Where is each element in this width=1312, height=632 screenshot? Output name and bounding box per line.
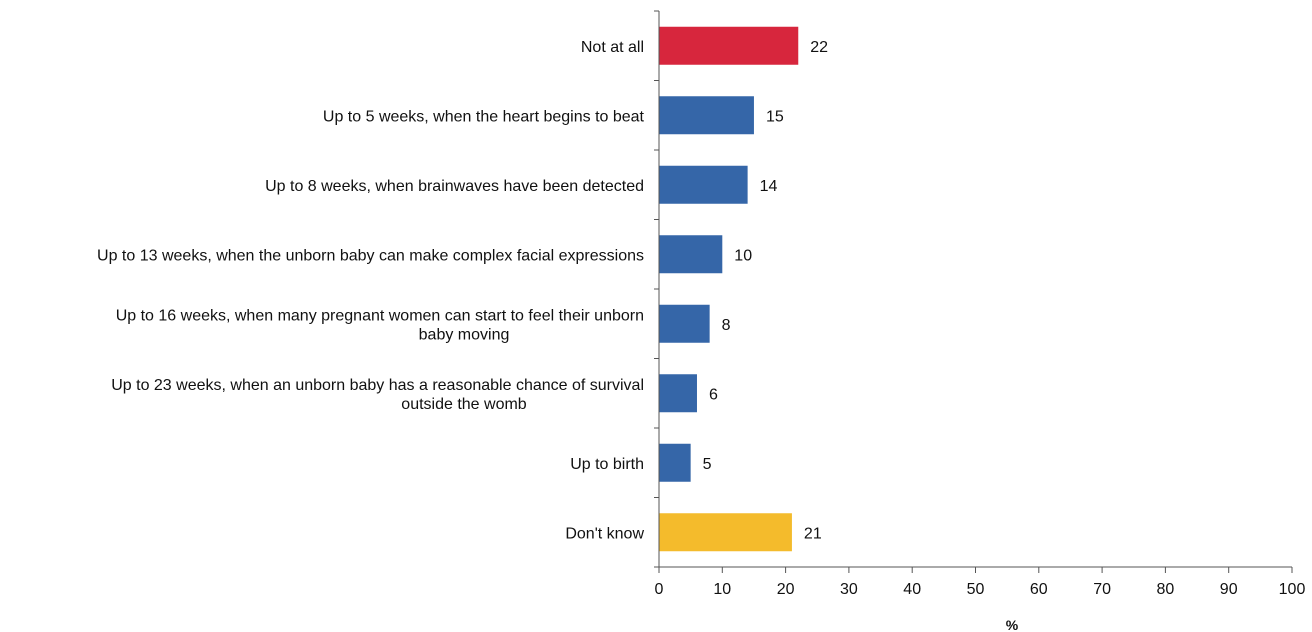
category-label-5: Up to 23 weeks, when an unborn baby has … (111, 377, 644, 413)
x-tick-label-10: 100 (1279, 581, 1306, 598)
bar-7 (659, 513, 792, 552)
x-tick-label-9: 90 (1220, 581, 1238, 598)
category-label-2: Up to 8 weeks, when brainwaves have been… (265, 178, 644, 195)
x-axis-title: % (1006, 617, 1019, 632)
data-label-3: 10 (734, 247, 752, 264)
category-label-0-line-0: Not at all (581, 39, 644, 56)
data-label-0: 22 (810, 39, 828, 56)
data-label-7: 21 (804, 525, 822, 542)
axes-layer (654, 10, 1293, 573)
x-tick-label-4: 40 (903, 581, 921, 598)
category-label-6-line-0: Up to birth (570, 456, 644, 473)
bar-3 (659, 235, 723, 274)
x-tick-label-7: 70 (1093, 581, 1111, 598)
category-label-7: Don't know (565, 525, 644, 542)
bar-1 (659, 96, 754, 135)
data-label-2: 14 (760, 178, 778, 195)
category-label-5-line-1: outside the womb (401, 396, 527, 413)
x-tick-label-1: 10 (713, 581, 731, 598)
category-label-7-line-0: Don't know (565, 525, 644, 542)
category-label-2-line-0: Up to 8 weeks, when brainwaves have been… (265, 178, 644, 195)
category-label-3: Up to 13 weeks, when the unborn baby can… (97, 247, 644, 264)
data-label-5: 6 (709, 386, 718, 403)
data-label-6: 5 (703, 456, 712, 473)
labels-layer: 22 Not at all 15 Up to 5 weeks, when the he… (97, 39, 1305, 598)
x-tick-label-2: 20 (777, 581, 795, 598)
bars-layer (659, 26, 799, 552)
category-label-1: Up to 5 weeks, when the heart begins to … (323, 108, 645, 125)
x-tick-label-6: 60 (1030, 581, 1048, 598)
category-label-0: Not at all (581, 39, 644, 56)
category-label-4: Up to 16 weeks, when many pregnant women… (116, 307, 644, 343)
x-tick-label-0: 0 (655, 581, 664, 598)
bar-5 (659, 374, 697, 413)
category-label-6: Up to birth (570, 456, 644, 473)
bar-2 (659, 165, 748, 204)
bar-6 (659, 443, 691, 482)
x-tick-label-8: 80 (1157, 581, 1175, 598)
bar-4 (659, 304, 710, 343)
category-label-4-line-0: Up to 16 weeks, when many pregnant women… (116, 307, 644, 324)
x-tick-label-3: 30 (840, 581, 858, 598)
data-label-4: 8 (722, 317, 731, 334)
bar-0 (659, 26, 799, 65)
category-label-4-line-1: baby moving (419, 326, 510, 343)
category-label-3-line-0: Up to 13 weeks, when the unborn baby can… (97, 247, 644, 264)
category-label-1-line-0: Up to 5 weeks, when the heart begins to … (323, 108, 645, 125)
x-tick-label-5: 50 (967, 581, 985, 598)
category-label-5-line-0: Up to 23 weeks, when an unborn baby has … (111, 377, 644, 394)
data-label-1: 15 (766, 108, 784, 125)
